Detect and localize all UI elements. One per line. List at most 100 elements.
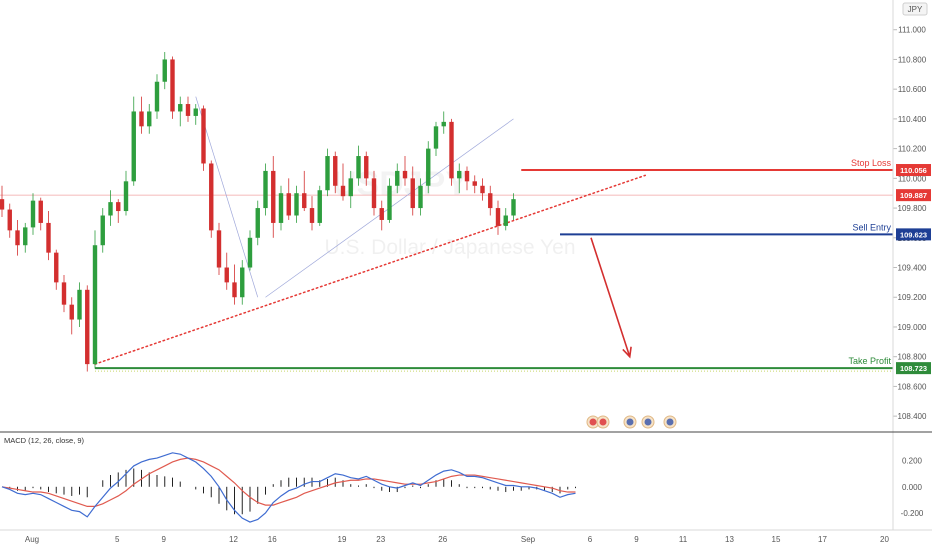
time-axis[interactable]: Aug 5 9 12 16 19 23 26 Sep 6 9 11 13 15 17 20 [25,535,890,544]
candle-body [30,200,36,228]
time-tick-label: 9 [634,535,639,544]
candle [325,148,330,197]
candle-body [302,193,307,209]
candle-body [488,193,493,209]
candle-body [232,282,237,298]
candle [201,105,206,171]
price-tick-label: 110.000 [898,174,927,183]
candle-body [402,170,408,179]
currency-badge-label: JPY [908,5,923,14]
candle [0,185,5,217]
candle [271,156,276,238]
price-tick-label: 109.200 [898,293,927,302]
event-flag-icon[interactable] [623,415,637,429]
candle-body [178,104,183,112]
watermark-subtitle: U.S. Dollar / Japanese Yen [325,236,576,259]
candle [472,175,477,194]
candle-body [7,209,12,231]
candle-body [209,163,214,231]
candle-body [379,208,384,220]
time-tick-label: 9 [162,535,167,544]
candle-body [255,208,260,238]
candle [7,203,12,238]
price-tick-label: 109.000 [898,323,927,332]
candle-body [216,230,222,268]
price-grid [0,29,897,417]
event-icons[interactable] [586,415,677,429]
time-tick-label: 12 [229,535,238,544]
candle-body [116,202,121,212]
candle [77,282,82,327]
candle [15,219,20,256]
candle [116,199,121,223]
candle [193,104,198,125]
candle [464,166,470,191]
candle-body [240,267,245,298]
candle [255,200,260,246]
candle-layer [0,52,516,372]
candle-body [317,190,322,223]
macd-legend: MACD (12, 26, close, 9) [4,436,85,445]
annotation-layer: Stop Loss Sell Entry Take Profit [95,158,893,372]
candle [100,208,105,253]
currency-badge[interactable] [902,2,928,16]
candle-body [54,252,59,283]
candle-body [201,108,206,164]
candle-body [340,185,346,197]
price-tag-label: 109.623 [900,230,927,239]
candle-body [472,181,477,186]
candle [286,178,291,220]
price-tick-label: 109.400 [898,264,927,273]
candle [302,170,307,212]
candle [162,52,167,90]
price-tick-label: 110.400 [898,115,927,124]
price-tick-label: 111.000 [898,26,926,35]
macd-tick-label: 0.000 [902,483,923,492]
candle [309,196,315,231]
target-arrow[interactable] [590,237,631,357]
candle [178,96,183,127]
candle [395,163,400,194]
candle-body [170,59,175,112]
macd-line [1,452,576,523]
watermark-symbol: USDJPY [332,165,468,203]
candle-body [278,193,284,223]
event-flag-icon[interactable] [596,415,610,429]
candle [364,151,369,186]
candle [92,230,98,369]
price-tick-label: 108.800 [898,353,927,362]
event-flag-icon[interactable] [641,415,655,429]
candle-body [348,178,353,197]
candle-body [139,111,144,127]
candle-body [464,170,470,182]
candle-body [263,170,268,209]
event-flag-icon[interactable] [663,415,677,429]
price-tag-label: 110.056 [900,166,927,175]
candle [371,170,377,216]
macd-axis: 0.200 0.000 -0.200 [901,457,924,518]
candle-body [162,59,167,82]
candle [108,190,113,226]
candle-body [154,81,160,112]
candle [216,222,222,275]
candle [23,222,28,253]
candle [209,160,214,238]
price-tick-label: 110.800 [898,55,927,64]
candle-body [100,215,105,246]
candle [240,260,245,305]
candle-body [441,121,446,127]
price-tag [896,362,931,375]
candle-body [193,108,198,116]
price-tick-label: 109.800 [898,204,927,213]
candle [69,297,74,335]
price-tag [896,164,931,177]
candle [224,252,229,290]
time-tick-label: Aug [25,535,39,544]
candle [511,193,516,220]
candle [247,230,253,271]
candle-body [286,193,291,216]
candle [441,111,446,134]
target-arrow-head [622,346,632,359]
